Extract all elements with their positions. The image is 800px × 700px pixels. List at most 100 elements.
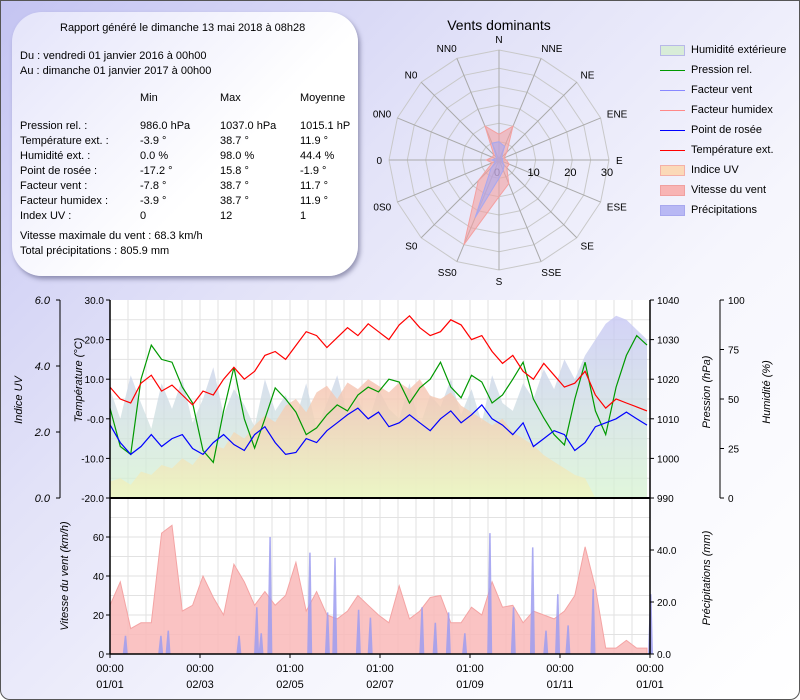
stat-label: Point de rosée :: [20, 165, 98, 177]
stat-avg: 1015.1 hPa: [300, 120, 350, 132]
legend-swatch: [660, 130, 685, 131]
stat-max: 38.7 °: [220, 180, 249, 192]
legend-swatch: [660, 150, 685, 151]
series-température-ext-: [109, 314, 648, 412]
radar-direction-label: ENE: [607, 110, 628, 121]
rain-bar: [324, 612, 330, 654]
stat-min: 0.0 %: [140, 150, 169, 162]
radar-title: Vents dominants: [447, 17, 551, 33]
stat-label: Humidité ext. :: [20, 150, 91, 162]
stat-avg: -1.9 °: [300, 165, 327, 177]
stat-max: 38.7 °: [220, 135, 249, 147]
wind-axis-title: Vitesse du vent (km/h): [59, 521, 71, 631]
pressure-axis-title: Pression (hPa): [701, 355, 713, 428]
pressure-tick-label: 1030: [657, 336, 680, 347]
legend-label: Indice UV: [691, 164, 739, 176]
x-tick-date: 02/03: [186, 679, 214, 691]
rain-bar: [590, 589, 596, 654]
legend-swatch: [660, 185, 685, 196]
stat-label: Température ext. :: [20, 135, 109, 147]
period-from: Du : vendredi 01 janvier 2016 à 00h00: [20, 50, 207, 62]
x-tick-date: 01/11: [547, 679, 574, 691]
wind-tick-label: 0: [98, 650, 104, 661]
stat-min: -17.2 °: [140, 165, 173, 177]
rain-tick-label: 20.0: [657, 598, 677, 609]
legend-label: Facteur vent: [691, 84, 753, 96]
rain-bar: [510, 607, 516, 654]
stat-max: 12: [220, 210, 233, 222]
rain-bar: [258, 633, 264, 654]
stat-min: -3.9 °: [140, 135, 167, 147]
wind-tick-label: 40: [93, 572, 105, 583]
legend-swatch: [660, 110, 685, 111]
pressure-tick-label: 1020: [657, 375, 680, 386]
uv-tick-label: 2.0: [34, 427, 51, 439]
wind-tick-label: 20: [93, 611, 105, 622]
temp-tick-label: 10.0: [85, 375, 105, 386]
temp-tick-label: -20.0: [81, 494, 104, 505]
humidity-tick-label: 25: [728, 445, 740, 456]
temp-tick-label: 30.0: [85, 296, 105, 307]
legend-label: Point de rosée: [691, 124, 762, 136]
pressure-tick-label: 1010: [657, 415, 680, 426]
rain-bar: [236, 635, 242, 654]
rain-bar: [332, 557, 338, 654]
radar-spoke: [397, 117, 500, 161]
rain-bar: [165, 630, 171, 654]
legend-label: Humidité extérieure: [691, 44, 787, 56]
rain-bar: [555, 594, 561, 654]
x-tick-time: 00:00: [636, 663, 664, 675]
radar-direction-label: N: [495, 35, 502, 46]
rain-bar: [267, 537, 273, 654]
humidity-tick-label: 50: [728, 395, 740, 406]
humidity-tick-label: 0: [728, 494, 734, 505]
legend-swatch: [660, 45, 685, 56]
temperature-axis-title: Température (°C): [73, 337, 85, 422]
series-indice-uv: [110, 379, 648, 498]
header-avg: Moyenne: [300, 92, 346, 104]
summary-panel: Rapport généré le dimanche 13 mai 2018 à…: [12, 12, 358, 276]
pressure-tick-label: 1000: [657, 454, 680, 465]
series-point-de-rosée: [109, 403, 648, 456]
legend-label: Température ext.: [691, 144, 774, 156]
radar-spoke: [420, 81, 500, 161]
humidity-axis-title: Humidité (%): [761, 360, 773, 424]
stat-min: -7.8 °: [140, 180, 167, 192]
pressure-tick-label: 1040: [657, 296, 680, 307]
uv-axis-title: Indice UV: [13, 374, 25, 423]
x-tick-time: 00:00: [546, 663, 574, 675]
radar-direction-label: NE: [581, 70, 595, 81]
radar-direction-label: ESE: [607, 202, 627, 213]
radar-direction-label: S: [496, 277, 503, 288]
rain-bar: [462, 633, 468, 654]
rain-bar: [487, 533, 493, 654]
radar-direction-label: NN0: [437, 44, 457, 55]
uv-tick-label: 6.0: [35, 295, 51, 307]
rain-bar: [158, 635, 164, 654]
rain-bar: [543, 630, 549, 654]
rain-tick-label: 0.0: [657, 650, 671, 661]
report-generated: Rapport généré le dimanche 13 mai 2018 à…: [60, 22, 306, 34]
legend-label: Précipitations: [691, 204, 758, 216]
radar-spoke: [498, 117, 601, 161]
radar-direction-label: S0: [405, 242, 418, 253]
temp-tick-label: -10.0: [81, 454, 104, 465]
legend-label: Vitesse du vent: [691, 184, 767, 196]
stat-avg: 1: [300, 210, 307, 222]
legend-swatch: [660, 90, 685, 91]
legend-swatch: [660, 70, 685, 71]
radar-direction-label: N0: [405, 70, 418, 81]
legend-swatch: [660, 205, 685, 216]
x-tick-time: 01:00: [456, 663, 484, 675]
stat-min: 986.0 hPa: [140, 120, 191, 132]
stat-avg: 44.4 %: [300, 150, 335, 162]
radar-tick-label: 10: [528, 167, 540, 179]
legend-label: Facteur humidex: [691, 104, 773, 116]
radar-tick-label: 20: [564, 167, 576, 179]
x-tick-date: 01/01: [636, 679, 664, 691]
rain-bar: [529, 547, 535, 654]
stat-max: 38.7 °: [220, 195, 249, 207]
wind-tick-label: 60: [93, 533, 105, 544]
series-pression-rel-: [109, 334, 648, 464]
